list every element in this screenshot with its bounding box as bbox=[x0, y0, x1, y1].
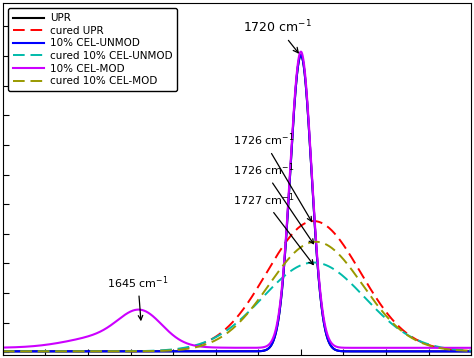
cured 10% CEL-UNMOD bbox=[200, 341, 206, 345]
cured 10% CEL-UNMOD bbox=[468, 348, 474, 353]
10% CEL-MOD bbox=[459, 346, 465, 350]
UPR bbox=[459, 349, 465, 353]
cured UPR bbox=[311, 219, 317, 223]
cured UPR bbox=[200, 341, 206, 345]
Text: 1726 cm$^{-1}$: 1726 cm$^{-1}$ bbox=[233, 132, 311, 221]
cured 10% CEL-MOD bbox=[459, 348, 465, 353]
10% CEL-UNMOD bbox=[54, 349, 59, 353]
10% CEL-UNMOD bbox=[180, 349, 185, 353]
10% CEL-MOD bbox=[81, 335, 87, 340]
10% CEL-MOD bbox=[298, 49, 304, 54]
Line: cured UPR: cured UPR bbox=[3, 221, 471, 351]
cured UPR bbox=[459, 348, 465, 353]
10% CEL-UNMOD bbox=[468, 349, 474, 353]
cured 10% CEL-UNMOD bbox=[180, 346, 185, 350]
10% CEL-UNMOD bbox=[298, 53, 304, 57]
cured 10% CEL-MOD bbox=[180, 347, 185, 352]
Legend: UPR, cured UPR, 10% CEL-UNMOD, cured 10% CEL-UNMOD, 10% CEL-MOD, cured 10% CEL-M: UPR, cured UPR, 10% CEL-UNMOD, cured 10%… bbox=[8, 8, 177, 91]
cured UPR bbox=[409, 335, 415, 339]
Text: 1727 cm$^{-1}$: 1727 cm$^{-1}$ bbox=[233, 191, 313, 265]
cured 10% CEL-MOD bbox=[313, 240, 319, 244]
UPR bbox=[54, 349, 59, 353]
cured 10% CEL-MOD bbox=[81, 349, 87, 353]
10% CEL-UNMOD bbox=[81, 349, 87, 353]
UPR bbox=[298, 53, 304, 57]
UPR bbox=[180, 349, 185, 353]
10% CEL-UNMOD bbox=[459, 349, 465, 353]
Text: 1645 cm$^{-1}$: 1645 cm$^{-1}$ bbox=[107, 274, 169, 320]
10% CEL-MOD bbox=[54, 341, 59, 345]
10% CEL-MOD bbox=[0, 345, 6, 350]
10% CEL-MOD bbox=[442, 346, 448, 350]
cured UPR bbox=[180, 347, 185, 351]
10% CEL-MOD bbox=[468, 346, 474, 350]
10% CEL-MOD bbox=[409, 346, 415, 350]
cured 10% CEL-MOD bbox=[468, 349, 474, 353]
10% CEL-MOD bbox=[180, 339, 185, 344]
cured 10% CEL-UNMOD bbox=[459, 348, 465, 352]
Line: 10% CEL-MOD: 10% CEL-MOD bbox=[3, 52, 471, 348]
Line: 10% CEL-UNMOD: 10% CEL-UNMOD bbox=[3, 55, 471, 351]
UPR bbox=[81, 349, 87, 353]
UPR bbox=[200, 349, 206, 353]
cured 10% CEL-MOD bbox=[54, 349, 59, 353]
cured UPR bbox=[468, 349, 474, 353]
cured 10% CEL-UNMOD bbox=[311, 260, 317, 265]
cured 10% CEL-UNMOD bbox=[0, 349, 6, 353]
10% CEL-UNMOD bbox=[200, 349, 206, 353]
cured 10% CEL-UNMOD bbox=[54, 349, 59, 353]
cured 10% CEL-MOD bbox=[409, 336, 415, 340]
10% CEL-UNMOD bbox=[409, 349, 415, 353]
UPR bbox=[409, 349, 415, 353]
cured UPR bbox=[54, 349, 59, 353]
UPR bbox=[468, 349, 474, 353]
Text: 1726 cm$^{-1}$: 1726 cm$^{-1}$ bbox=[233, 161, 313, 244]
Line: UPR: UPR bbox=[3, 55, 471, 351]
cured 10% CEL-MOD bbox=[200, 343, 206, 348]
cured 10% CEL-UNMOD bbox=[81, 349, 87, 353]
cured UPR bbox=[81, 349, 87, 353]
cured 10% CEL-MOD bbox=[0, 349, 6, 353]
Line: cured 10% CEL-UNMOD: cured 10% CEL-UNMOD bbox=[3, 262, 471, 351]
Line: cured 10% CEL-MOD: cured 10% CEL-MOD bbox=[3, 242, 471, 351]
10% CEL-UNMOD bbox=[0, 349, 6, 353]
cured UPR bbox=[0, 349, 6, 353]
cured 10% CEL-UNMOD bbox=[409, 335, 415, 339]
UPR bbox=[0, 349, 6, 353]
10% CEL-MOD bbox=[200, 345, 206, 349]
Text: 1720 cm$^{-1}$: 1720 cm$^{-1}$ bbox=[243, 19, 312, 53]
